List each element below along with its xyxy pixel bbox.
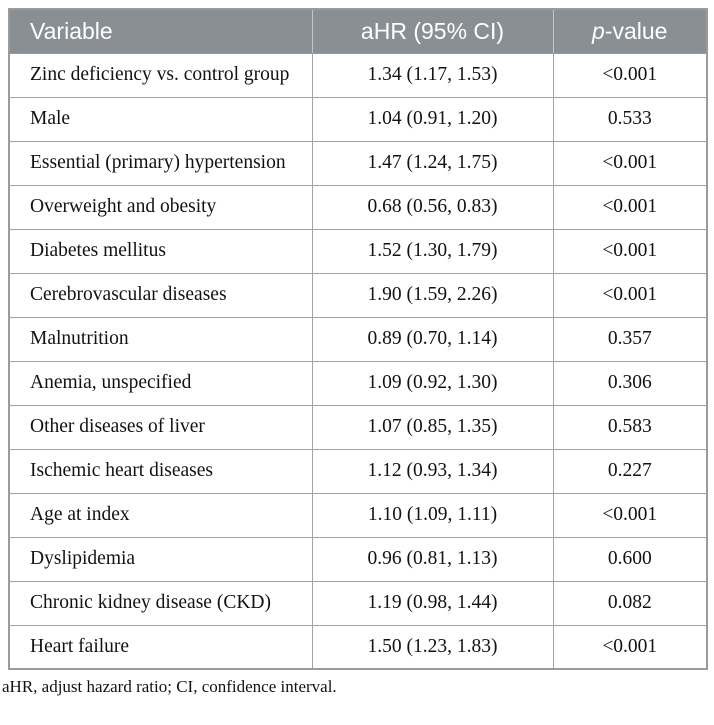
table-row: Chronic kidney disease (CKD) 1.19 (0.98,… — [8, 580, 708, 626]
cell-p-value: <0.001 — [552, 272, 708, 318]
cell-ahr-ci: 0.89 (0.70, 1.14) — [311, 316, 554, 362]
table-row: Male 1.04 (0.91, 1.20) 0.533 — [8, 96, 708, 142]
cell-variable: Diabetes mellitus — [8, 228, 313, 274]
cell-p-value: <0.001 — [552, 228, 708, 274]
table-row: Overweight and obesity 0.68 (0.56, 0.83)… — [8, 184, 708, 230]
cell-p-value: 0.583 — [552, 404, 708, 450]
cell-variable: Malnutrition — [8, 316, 313, 362]
cell-p-value: 0.600 — [552, 536, 708, 582]
cell-variable: Chronic kidney disease (CKD) — [8, 580, 313, 626]
table-row: Dyslipidemia 0.96 (0.81, 1.13) 0.600 — [8, 536, 708, 582]
cell-p-value: 0.533 — [552, 96, 708, 142]
header-ahr-ci: aHR (95% CI) — [311, 9, 553, 54]
cell-variable: Cerebrovascular diseases — [8, 272, 313, 318]
header-p-value: p-value — [552, 9, 707, 54]
header-variable: Variable — [9, 9, 312, 54]
table-row: Malnutrition 0.89 (0.70, 1.14) 0.357 — [8, 316, 708, 362]
header-row: Variable aHR (95% CI) p-value — [9, 9, 707, 54]
cell-ahr-ci: 1.09 (0.92, 1.30) — [311, 360, 554, 406]
cell-ahr-ci: 1.90 (1.59, 2.26) — [311, 272, 554, 318]
cell-p-value: <0.001 — [552, 184, 708, 230]
table-row: Age at index 1.10 (1.09, 1.11) <0.001 — [8, 492, 708, 538]
table-row: Ischemic heart diseases 1.12 (0.93, 1.34… — [8, 448, 708, 494]
cell-ahr-ci: 1.34 (1.17, 1.53) — [311, 52, 554, 98]
cell-ahr-ci: 1.47 (1.24, 1.75) — [311, 140, 554, 186]
cell-p-value: 0.306 — [552, 360, 708, 406]
cell-p-value: <0.001 — [552, 52, 708, 98]
p-value-suffix: -value — [604, 17, 668, 44]
cell-ahr-ci: 0.68 (0.56, 0.83) — [311, 184, 554, 230]
cell-variable: Other diseases of liver — [8, 404, 313, 450]
cell-p-value: <0.001 — [552, 624, 708, 670]
cell-p-value: 0.082 — [552, 580, 708, 626]
table-row: Other diseases of liver 1.07 (0.85, 1.35… — [8, 404, 708, 450]
cell-variable: Dyslipidemia — [8, 536, 313, 582]
table-row: Heart failure 1.50 (1.23, 1.83) <0.001 — [8, 624, 708, 670]
cell-ahr-ci: 1.19 (0.98, 1.44) — [311, 580, 554, 626]
table-row: Diabetes mellitus 1.52 (1.30, 1.79) <0.0… — [8, 228, 708, 274]
cell-ahr-ci: 1.50 (1.23, 1.83) — [311, 624, 554, 670]
cell-variable: Essential (primary) hypertension — [8, 140, 313, 186]
cell-variable: Ischemic heart diseases — [8, 448, 313, 494]
cell-variable: Heart failure — [8, 624, 313, 670]
cell-p-value: <0.001 — [552, 492, 708, 538]
cell-variable: Age at index — [8, 492, 313, 538]
table-row: Cerebrovascular diseases 1.90 (1.59, 2.2… — [8, 272, 708, 318]
cell-ahr-ci: 1.07 (0.85, 1.35) — [311, 404, 554, 450]
cell-ahr-ci: 0.96 (0.81, 1.13) — [311, 536, 554, 582]
cell-variable: Anemia, unspecified — [8, 360, 313, 406]
results-table: Variable aHR (95% CI) p-value Zinc defic… — [8, 8, 708, 670]
cell-ahr-ci: 1.04 (0.91, 1.20) — [311, 96, 554, 142]
cell-ahr-ci: 1.52 (1.30, 1.79) — [311, 228, 554, 274]
cell-ahr-ci: 1.10 (1.09, 1.11) — [311, 492, 554, 538]
table-figure: Variable aHR (95% CI) p-value Zinc defic… — [2, 8, 708, 696]
table-row: Essential (primary) hypertension 1.47 (1… — [8, 140, 708, 186]
cell-variable: Overweight and obesity — [8, 184, 313, 230]
p-value-italic-p: p — [592, 17, 605, 44]
cell-p-value: <0.001 — [552, 140, 708, 186]
table-footnote: aHR, adjust hazard ratio; CI, confidence… — [2, 677, 337, 696]
table-row: Anemia, unspecified 1.09 (0.92, 1.30) 0.… — [8, 360, 708, 406]
cell-variable: Male — [8, 96, 313, 142]
table-body: Zinc deficiency vs. control group 1.34 (… — [8, 52, 708, 670]
table-header: Variable aHR (95% CI) p-value — [9, 9, 707, 54]
cell-p-value: 0.357 — [552, 316, 708, 362]
cell-variable: Zinc deficiency vs. control group — [8, 52, 313, 98]
cell-p-value: 0.227 — [552, 448, 708, 494]
table-row: Zinc deficiency vs. control group 1.34 (… — [8, 52, 708, 98]
cell-ahr-ci: 1.12 (0.93, 1.34) — [311, 448, 554, 494]
